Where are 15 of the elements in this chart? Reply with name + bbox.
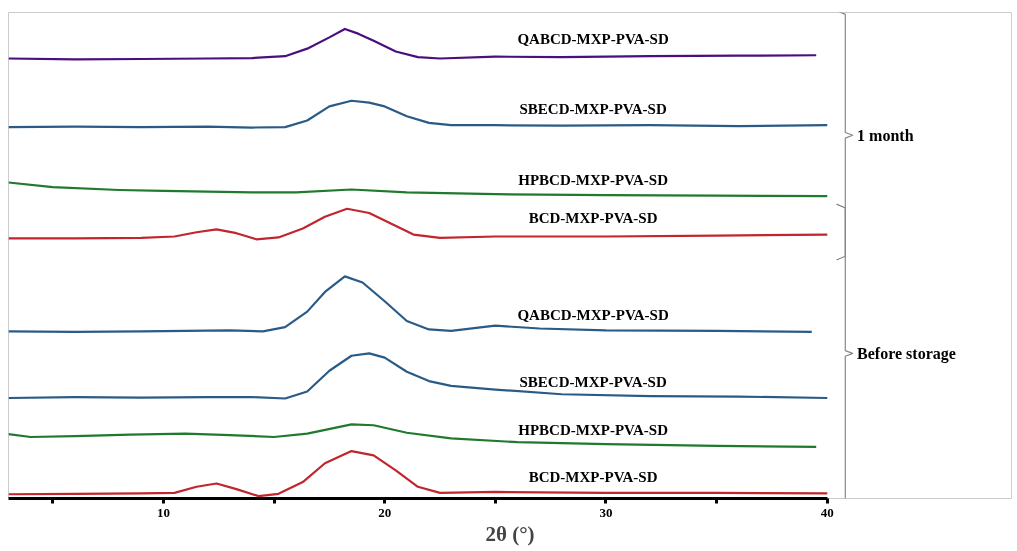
x-tick-label: 10 <box>156 504 170 520</box>
series-label: SBECD-MXP-PVA-SD <box>519 100 667 117</box>
series-label: QABCD-MXP-PVA-SD <box>517 30 669 47</box>
x-tick-label: 40 <box>820 504 834 520</box>
text: 1 month <box>857 126 914 144</box>
series-label: HPBCD-MXP-PVA-SD <box>518 171 669 188</box>
text: Before storage <box>857 344 956 363</box>
x-tick-label: 20 <box>378 504 392 520</box>
series-label: SBECD-MXP-PVA-SD <box>519 373 667 390</box>
x-axis-title: 2θ (°) <box>485 521 535 546</box>
series-label: QABCD-MXP-PVA-SD <box>517 307 669 324</box>
x-tick-label: 30 <box>599 504 613 520</box>
series-label: BCD-MXP-PVA-SD <box>528 468 658 485</box>
series-label: BCD-MXP-PVA-SD <box>528 210 658 227</box>
series-label: HPBCD-MXP-PVA-SD <box>518 422 669 439</box>
